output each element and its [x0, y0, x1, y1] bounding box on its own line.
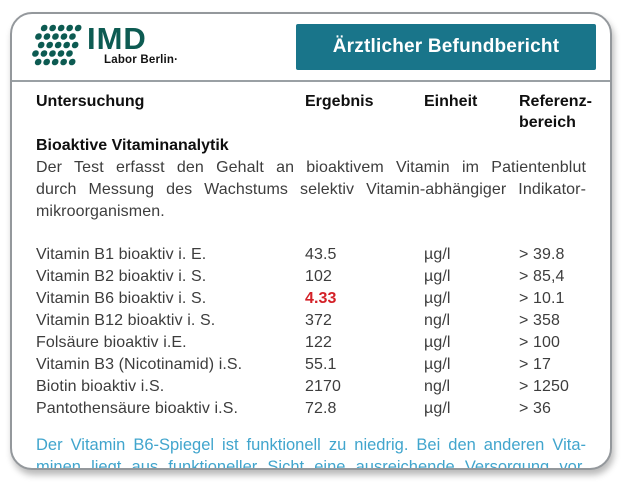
table-header-row: Untersuchung Ergebnis Einheit Referenz- …	[36, 91, 592, 133]
reference-value: > 358	[519, 312, 560, 329]
reference-value: > 17	[519, 356, 551, 373]
result-value: 55.1	[305, 356, 337, 373]
column-header-referenzbereich: Referenz- bereich	[519, 93, 592, 131]
header-separator	[12, 80, 610, 82]
unit-value: µg/l	[424, 356, 451, 373]
section-description: Der Test erfasst den Gehalt an bioaktive…	[36, 157, 586, 223]
result-value: 43.5	[305, 246, 337, 263]
test-name: Vitamin B2 bioaktiv i. S.	[36, 268, 207, 285]
unit-value: µg/l	[424, 290, 451, 307]
reference-value: > 10.1	[519, 290, 565, 307]
column-header-einheit: Einheit	[424, 93, 478, 110]
test-name: Vitamin B6 bioaktiv i. S.	[36, 290, 207, 307]
description-line: mikroorganismen.	[36, 203, 165, 220]
table-row: Vitamin B6 bioaktiv i. S. 4.33 µg/l > 10…	[36, 288, 586, 310]
table-row: Vitamin B1 bioaktiv i. E. 43.5 µg/l > 39…	[36, 244, 586, 266]
result-value: 4.33	[305, 290, 337, 307]
unit-value: ng/l	[424, 378, 451, 395]
report-header: IMD Labor Berlin· Ärztlicher Befundberic…	[12, 14, 610, 80]
reference-value: > 1250	[519, 378, 569, 395]
test-name: Pantothensäure bioaktiv i.S.	[36, 400, 239, 417]
unit-value: µg/l	[424, 268, 451, 285]
section-title: Bioaktive Vitaminanalytik	[36, 137, 229, 154]
description-line: durch Messung des Wachstums selektiv Vit…	[36, 181, 586, 198]
imd-logo-text: IMD Labor Berlin·	[87, 21, 179, 67]
reference-value: > 85,4	[519, 268, 565, 285]
table-row: Biotin bioaktiv i.S. 2170 ng/l > 1250	[36, 376, 586, 398]
test-name: Vitamin B1 bioaktiv i. E.	[36, 246, 207, 263]
reference-value: > 36	[519, 400, 551, 417]
test-name: Vitamin B12 bioaktiv i. S.	[36, 312, 216, 329]
test-name: Biotin bioaktiv i.S.	[36, 378, 165, 395]
unit-value: µg/l	[424, 246, 451, 263]
brand-name: IMD	[87, 21, 147, 56]
unit-value: µg/l	[424, 334, 451, 351]
unit-value: ng/l	[424, 312, 451, 329]
table-row: Folsäure bioaktiv i.E. 122 µg/l > 100	[36, 332, 586, 354]
unit-value: µg/l	[424, 400, 451, 417]
result-value: 2170	[305, 378, 341, 395]
report-card: IMD Labor Berlin· Ärztlicher Befundberic…	[10, 12, 612, 470]
results-table: Vitamin B1 bioaktiv i. E. 43.5 µg/l > 39…	[36, 244, 586, 420]
imd-logo: IMD Labor Berlin·	[32, 21, 179, 69]
column-header-untersuchung: Untersuchung	[36, 93, 145, 110]
result-value: 102	[305, 268, 332, 285]
description-line: Der Test erfasst den Gehalt an bioaktive…	[36, 159, 586, 176]
test-name: Vitamin B3 (Nicotinamid) i.S.	[36, 356, 243, 373]
report-body: Untersuchung Ergebnis Einheit Referenz- …	[12, 82, 610, 470]
table-row: Pantothensäure bioaktiv i.S. 72.8 µg/l >…	[36, 398, 586, 420]
test-name: Folsäure bioaktiv i.E.	[36, 334, 187, 351]
reference-value: > 100	[519, 334, 560, 351]
table-row: Vitamin B12 bioaktiv i. S. 372 ng/l > 35…	[36, 310, 586, 332]
reference-value: > 39.8	[519, 246, 565, 263]
result-value: 72.8	[305, 400, 337, 417]
brand-subtitle: Labor Berlin·	[104, 54, 179, 66]
result-value: 372	[305, 312, 332, 329]
table-row: Vitamin B2 bioaktiv i. S. 102 µg/l > 85,…	[36, 266, 586, 288]
result-value: 122	[305, 334, 332, 351]
column-header-ergebnis: Ergebnis	[305, 93, 374, 110]
report-title-banner: Ärztlicher Befundbericht	[296, 24, 596, 70]
table-row: Vitamin B3 (Nicotinamid) i.S. 55.1 µg/l …	[36, 354, 586, 376]
imd-logo-dots-mark	[32, 24, 82, 66]
note-line: minen liegt aus funktioneller Sicht eine…	[36, 458, 586, 470]
note-line: Der Vitamin B6-Spiegel ist funktionell z…	[36, 436, 586, 454]
interpretation-note: Der Vitamin B6-Spiegel ist funktionell z…	[36, 434, 586, 470]
